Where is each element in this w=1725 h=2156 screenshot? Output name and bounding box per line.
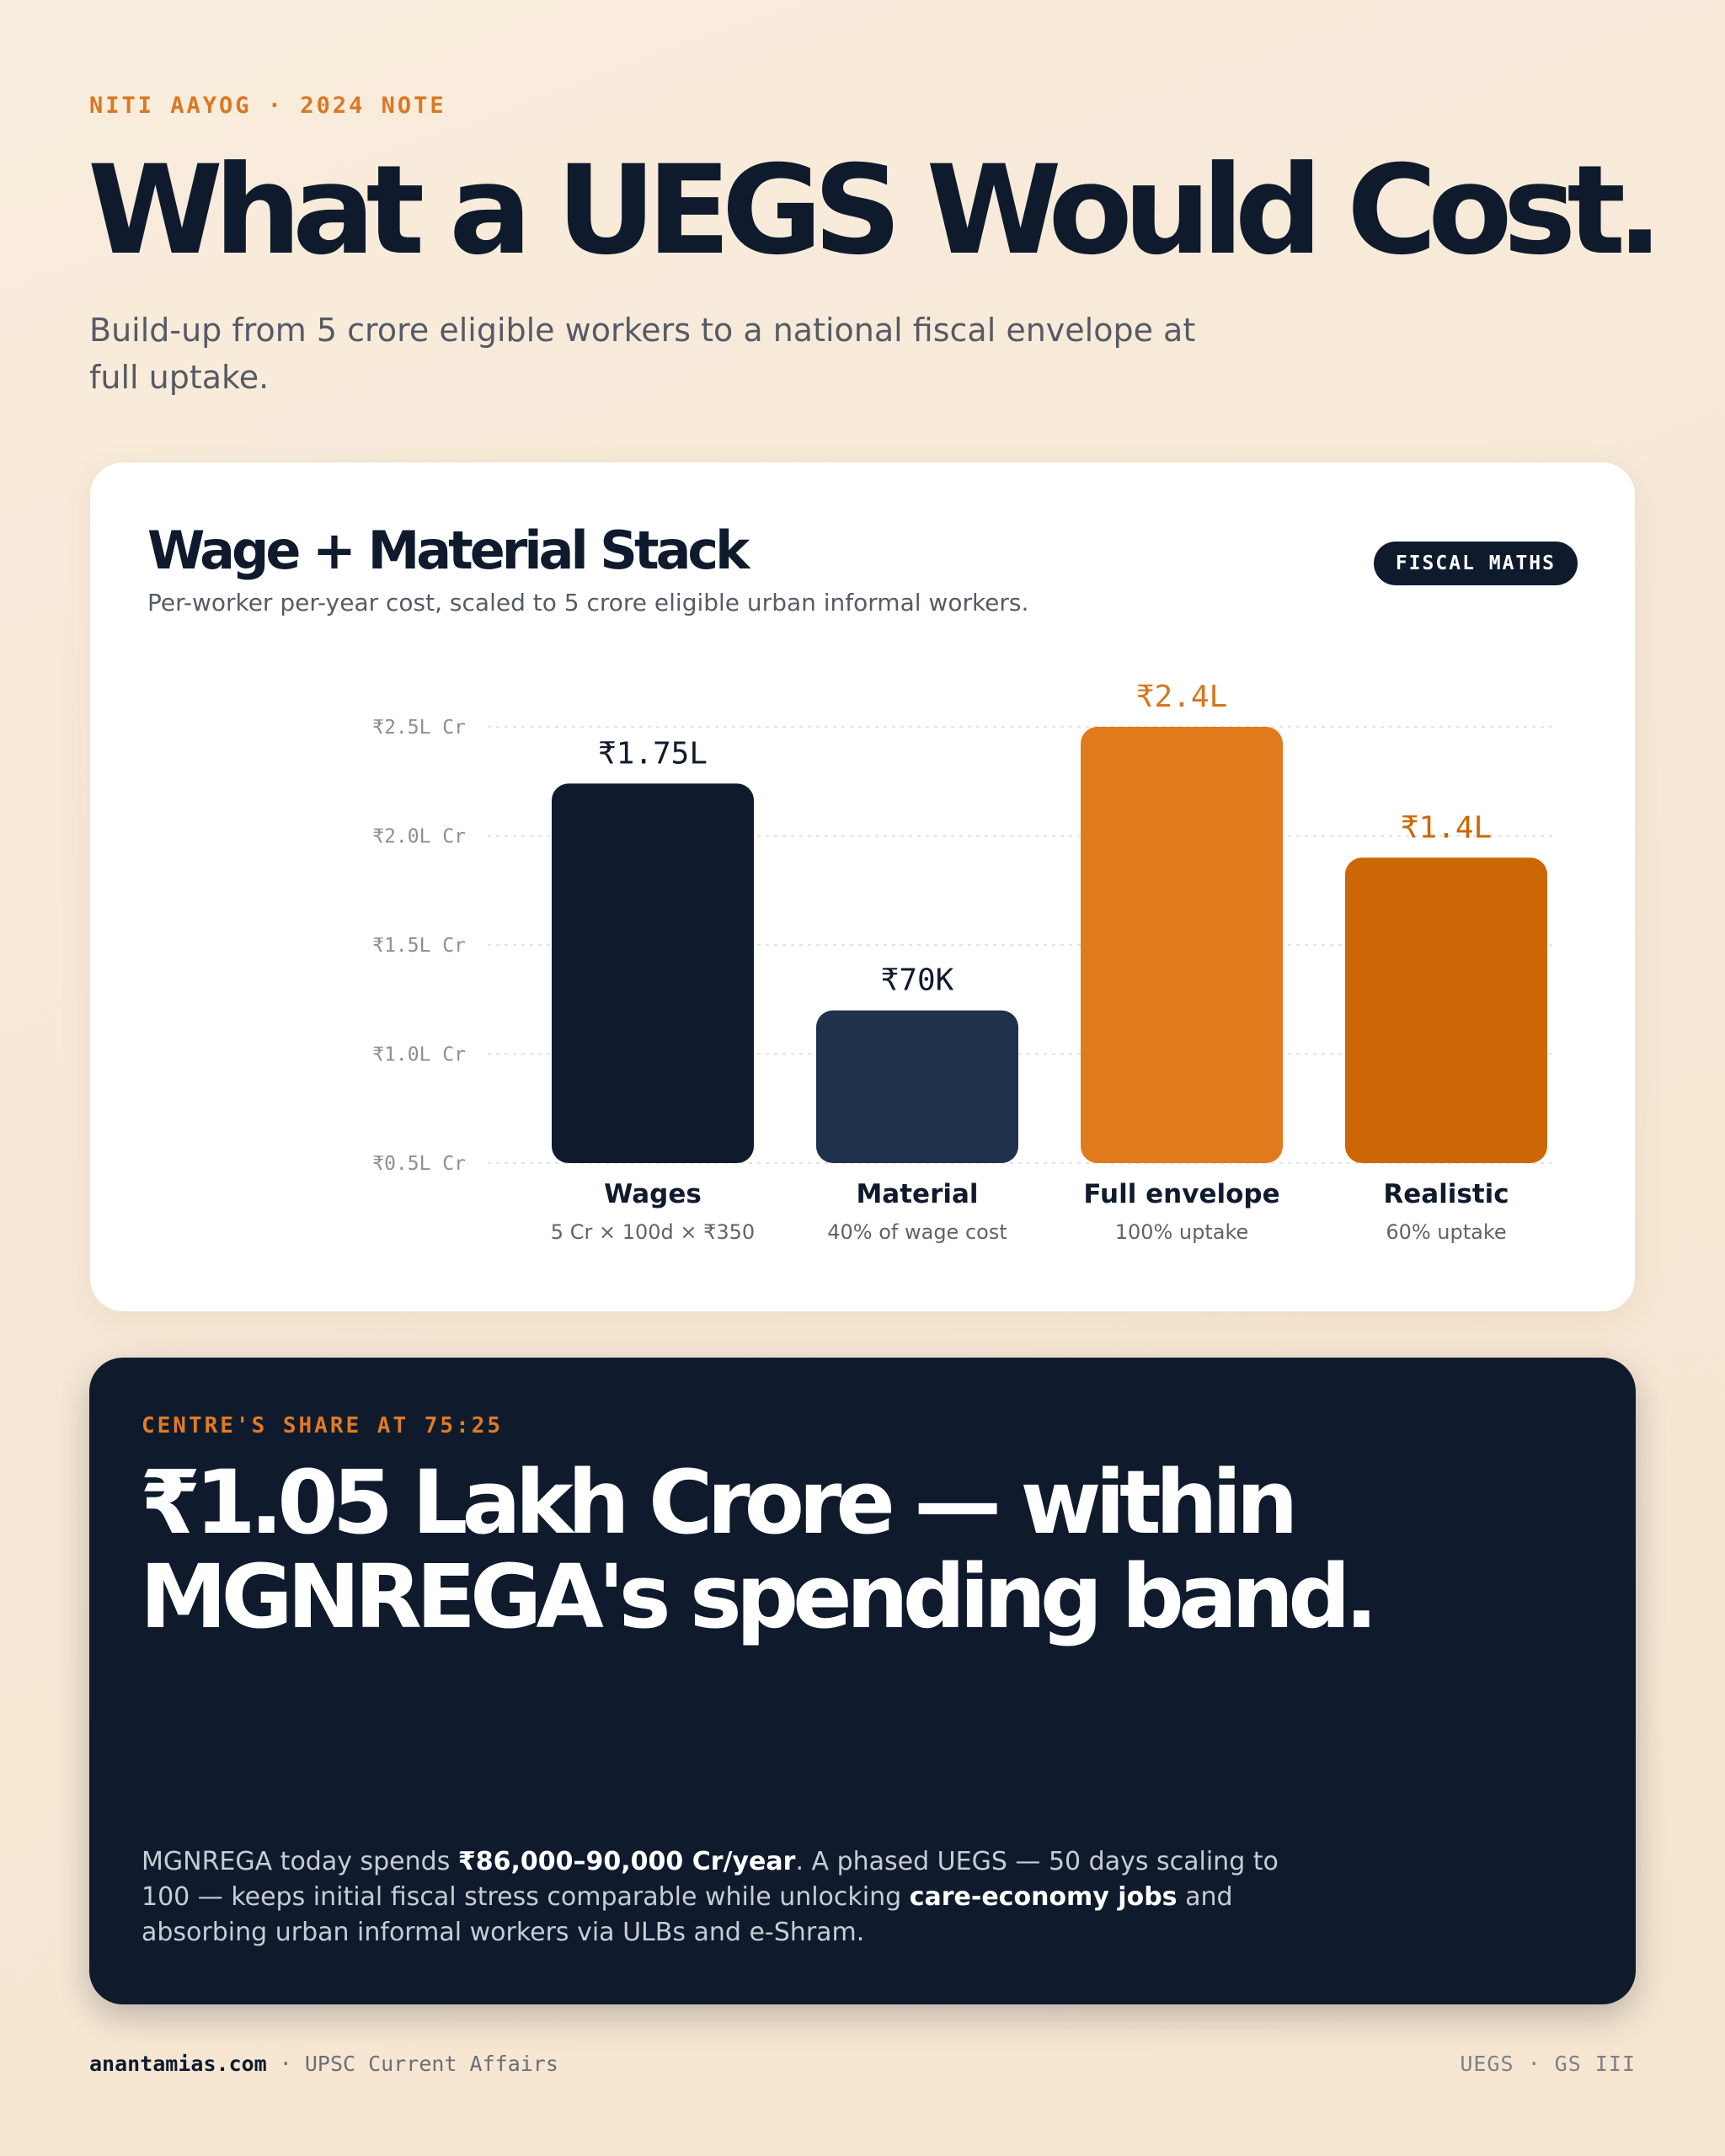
- bar-realistic: [1345, 857, 1547, 1163]
- category-label: Material: [856, 1179, 978, 1209]
- callout-kicker: CENTRE'S SHARE AT 75:25: [142, 1413, 504, 1438]
- bar-full-envelope: [1081, 727, 1283, 1163]
- page-title: What a UEGS Would Cost.: [88, 139, 1664, 282]
- category-sublabel: 100% uptake: [1115, 1220, 1249, 1244]
- y-tick-label: ₹2.0L Cr: [372, 826, 466, 848]
- callout-body-text-2: . A phased UEGS — 50 days scaling to 100…: [142, 1847, 1279, 1912]
- bar-wages: [552, 783, 754, 1163]
- page-subtitle: Build-up from 5 crore eligible workers t…: [89, 312, 1196, 396]
- bar-value-label: ₹1.75L: [598, 736, 708, 771]
- bar-value-label: ₹2.4L: [1136, 680, 1227, 714]
- category-label: Wages: [604, 1179, 702, 1209]
- chart-subtitle: Per-worker per-year cost, scaled to 5 cr…: [147, 589, 1029, 616]
- y-tick-label: ₹1.0L Cr: [372, 1044, 466, 1066]
- footer-brand[interactable]: anantamias.com: [89, 2052, 267, 2076]
- bar-value-label: ₹1.4L: [1401, 810, 1492, 845]
- bar-value-label: ₹70K: [881, 963, 954, 998]
- fiscal-maths-badge: FISCAL MATHS: [1373, 542, 1578, 585]
- bar-material: [816, 1010, 1018, 1163]
- callout-body-text-3: and absorbing urban informal workers via…: [142, 1882, 1233, 1947]
- footer-left: anantamias.com · UPSC Current Affairs: [89, 2052, 558, 2076]
- chart-card: Wage + Material Stack Per-worker per-yea…: [89, 462, 1636, 1312]
- bar-chart: ₹0.5L Cr ₹1.0L Cr ₹1.5L Cr ₹2.0L Cr ₹2.5L Cr…: [372, 680, 1552, 1244]
- y-tick-label: ₹1.5L Cr: [372, 935, 466, 957]
- chart-title: Wage + Material Stack: [147, 520, 750, 581]
- category-sublabel: 60% uptake: [1386, 1220, 1506, 1244]
- callout-body-highlight-spend: ₹86,000–90,000 Cr/year: [457, 1847, 796, 1876]
- footer-tag: UEGS · GS III: [1460, 2052, 1636, 2076]
- footer-section: UPSC Current Affairs: [304, 2052, 558, 2076]
- category-sublabel: 40% of wage cost: [827, 1220, 1007, 1244]
- callout-headline: ₹1.05 Lakh Crore — within MGNREGA's spen…: [140, 1451, 1378, 1648]
- kicker: NITI AAYOG · 2024 NOTE: [89, 93, 446, 119]
- category-sublabel: 5 Cr × 100d × ₹350: [551, 1220, 755, 1244]
- callout-panel: CENTRE'S SHARE AT 75:25 ₹1.05 Lakh Crore…: [89, 1358, 1636, 2004]
- callout-body: MGNREGA today spends ₹86,000–90,000 Cr/y…: [142, 1844, 1304, 1951]
- y-tick-label: ₹0.5L Cr: [372, 1153, 466, 1175]
- footer-separator: ·: [266, 2052, 305, 2076]
- y-tick-label: ₹2.5L Cr: [372, 717, 466, 739]
- callout-body-text-1: MGNREGA today spends: [142, 1847, 458, 1876]
- category-label: Realistic: [1383, 1179, 1509, 1209]
- callout-body-highlight-care: care-economy jobs: [909, 1882, 1178, 1912]
- category-label: Full envelope: [1083, 1179, 1279, 1209]
